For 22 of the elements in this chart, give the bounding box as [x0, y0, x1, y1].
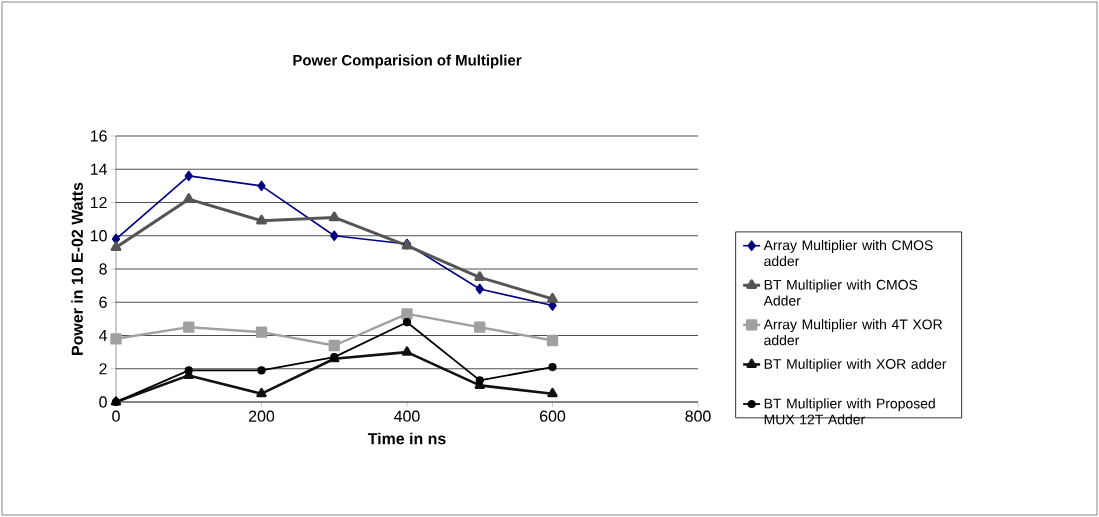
y-tick-label: 0 [99, 396, 107, 408]
x-tick-label: 0 [112, 410, 120, 422]
y-tick-label: 12 [90, 196, 107, 209]
x-tick-label: 600 [540, 410, 566, 422]
y-tick-label: 10 [90, 230, 107, 242]
x-tick-label: 800 [685, 410, 711, 422]
x-tick-label: 200 [249, 410, 275, 422]
legend-label: BT Multiplier with CMOS Adder [763, 279, 918, 306]
legend-label: Array Multiplier with 4T XOR adder [763, 319, 942, 346]
chart-title: Power Comparision of Multiplier [293, 54, 522, 69]
y-tick-label: 8 [99, 263, 107, 275]
x-tick-label: 400 [394, 410, 420, 422]
y-tick-label: 2 [99, 363, 107, 375]
legend-label: BT Multiplier with Proposed MUX 12T Adder [764, 398, 935, 425]
legend-label: Array Multiplier with CMOS adder [763, 239, 933, 267]
y-tick-label: 6 [99, 296, 107, 308]
y-tick-label: 14 [90, 163, 107, 175]
legend-label: BT Multiplier with XOR adder [764, 358, 947, 372]
x-axis-title: Time in ns [367, 432, 446, 445]
y-tick-label: 16 [90, 130, 107, 142]
y-tick-label: 4 [98, 330, 108, 341]
y-axis-title: Power in 10 E-02 Watts [71, 182, 83, 355]
